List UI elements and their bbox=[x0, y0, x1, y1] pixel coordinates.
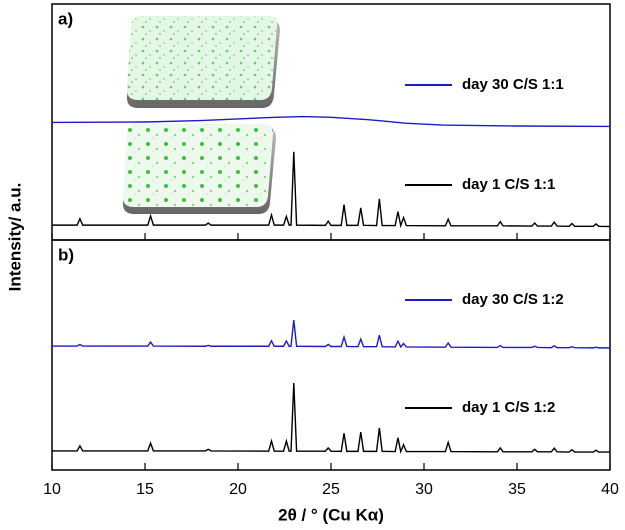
legend-label: day 1 C/S 1:2 bbox=[462, 399, 555, 416]
panel-label: b) bbox=[58, 245, 74, 264]
panel-label: a) bbox=[58, 9, 73, 28]
x-axis-label: 2θ / ° (Cu Kα) bbox=[278, 505, 384, 524]
sample-image-day1 bbox=[122, 124, 276, 214]
x-tick-label: 15 bbox=[136, 481, 154, 498]
x-tick-label: 10 bbox=[43, 481, 61, 498]
x-tick-label: 25 bbox=[322, 481, 340, 498]
legend-label: day 30 C/S 1:2 bbox=[462, 291, 564, 308]
plot-frame bbox=[51, 239, 611, 471]
pattern-line bbox=[52, 151, 611, 229]
pattern-line bbox=[52, 383, 610, 455]
legend-label: day 1 C/S 1:1 bbox=[462, 176, 555, 193]
x-tick-label: 20 bbox=[229, 481, 247, 498]
x-tick-label: 30 bbox=[415, 481, 433, 498]
x-tick-label: 35 bbox=[508, 481, 526, 498]
x-tick-label: 40 bbox=[601, 481, 619, 498]
pattern-line bbox=[51, 115, 611, 128]
legend-label: day 30 C/S 1:1 bbox=[462, 76, 564, 93]
pattern-line bbox=[52, 319, 610, 349]
sample-image-day30 bbox=[126, 16, 280, 108]
y-axis-label: Intensity/ a.u. bbox=[5, 183, 24, 292]
